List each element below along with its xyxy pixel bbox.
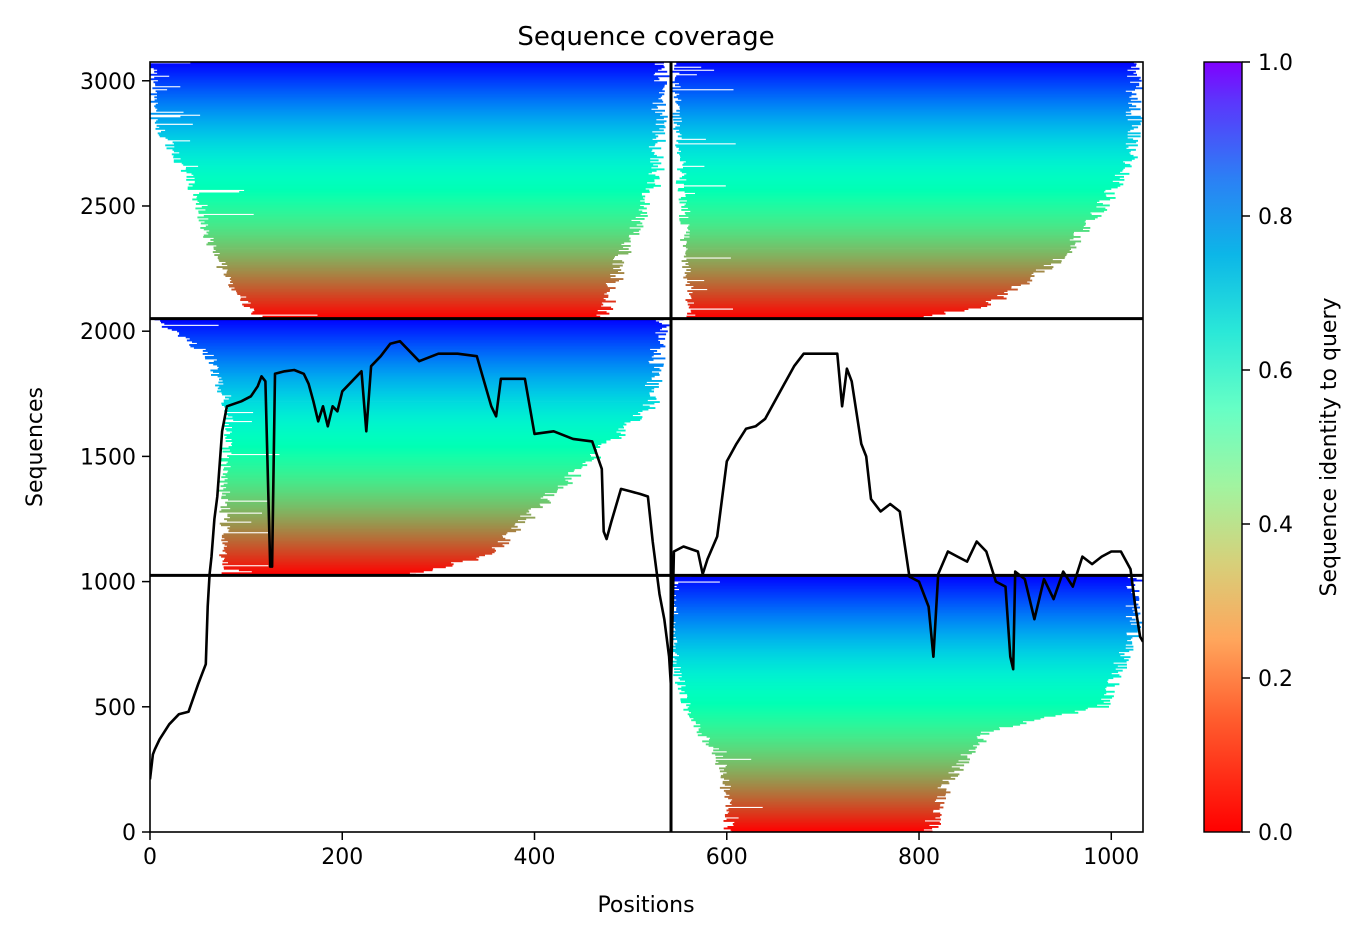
y-tick-label-3000: 3000: [80, 70, 136, 95]
colorbar-label: Sequence identity to query: [1317, 297, 1342, 596]
colorbar-tick-label-1.0: 1.0: [1258, 51, 1293, 76]
y-tick-label-1500: 1500: [80, 445, 136, 470]
x-axis-label: Positions: [597, 893, 694, 918]
heatmap-block-2: [671, 62, 1143, 320]
block-dividers: [150, 62, 1143, 832]
y-axis-label: Sequences: [23, 387, 48, 507]
x-tick-label-600: 600: [706, 845, 748, 870]
y-axis: 0 500 1000 1500 2000 2500 3000: [80, 70, 150, 846]
coverage-heatmap: [150, 62, 1143, 832]
x-tick-label-1000: 1000: [1083, 845, 1139, 870]
coverage-line-1: [150, 339, 1143, 780]
heatmap-block-1: [150, 62, 670, 320]
coverage-line-group: [150, 339, 1143, 780]
heatmap-block-3: [154, 318, 670, 576]
x-tick-label-400: 400: [514, 845, 556, 870]
y-tick-label-2000: 2000: [80, 320, 136, 345]
y-tick-label-0: 0: [122, 821, 136, 846]
colorbar-ticks: 0.0 0.2 0.4 0.6 0.8 1.0: [1242, 51, 1293, 846]
heatmap-block-4: [671, 575, 1143, 832]
colorbar-tick-label-0.8: 0.8: [1258, 205, 1293, 230]
x-tick-label-200: 200: [321, 845, 363, 870]
x-tick-label-800: 800: [898, 845, 940, 870]
plot-frame: [149, 61, 1144, 833]
y-tick-label-2500: 2500: [80, 195, 136, 220]
x-axis: 0 200 400 600 800 1000: [143, 832, 1139, 870]
chart-title: Sequence coverage: [517, 22, 774, 52]
y-tick-label-1000: 1000: [80, 571, 136, 596]
y-tick-label-500: 500: [94, 696, 136, 721]
colorbar-tick-label-0.6: 0.6: [1258, 359, 1293, 384]
colorbar-tick-label-0.0: 0.0: [1258, 821, 1293, 846]
x-tick-label-0: 0: [143, 845, 157, 870]
colorbar-tick-label-0.4: 0.4: [1258, 513, 1293, 538]
colorbar-tick-label-0.2: 0.2: [1258, 667, 1293, 692]
colorbar: [1203, 61, 1243, 833]
